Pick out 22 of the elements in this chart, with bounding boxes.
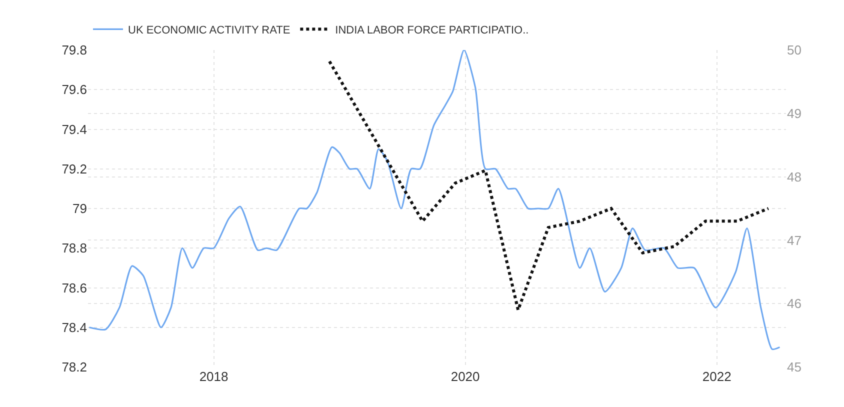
x-tick-label: 2022: [702, 369, 732, 384]
y2-tick-label: 50: [787, 42, 802, 58]
y2-tick-label: 48: [787, 169, 802, 184]
y-tick-label: 78.6: [62, 280, 87, 296]
line-series: [328, 60, 770, 312]
x-tick-label: 2020: [450, 369, 480, 384]
y-tick-label: 79.2: [62, 161, 87, 176]
y2-tick-label: 47: [787, 232, 802, 248]
y-tick-label: 79.4: [62, 122, 87, 137]
y-tick-label: 79.8: [62, 42, 87, 58]
y-tick-label: 78.8: [62, 240, 87, 256]
legend-label: INDIA LABOR FORCE PARTICIPATIO..: [335, 24, 529, 36]
y-tick-label: 79.6: [62, 82, 87, 98]
y2-tick-label: 49: [787, 106, 802, 121]
x-tick-label: 2018: [199, 369, 228, 384]
y2-tick-label: 46: [787, 296, 802, 312]
legend-label: UK ECONOMIC ACTIVITY RATE: [128, 24, 290, 36]
y-tick-label: 79: [72, 201, 87, 216]
line-series: [88, 50, 781, 350]
y2-tick-label: 45: [787, 360, 802, 375]
y-tick-label: 78.2: [62, 360, 87, 375]
y-tick-label: 78.4: [62, 320, 87, 335]
